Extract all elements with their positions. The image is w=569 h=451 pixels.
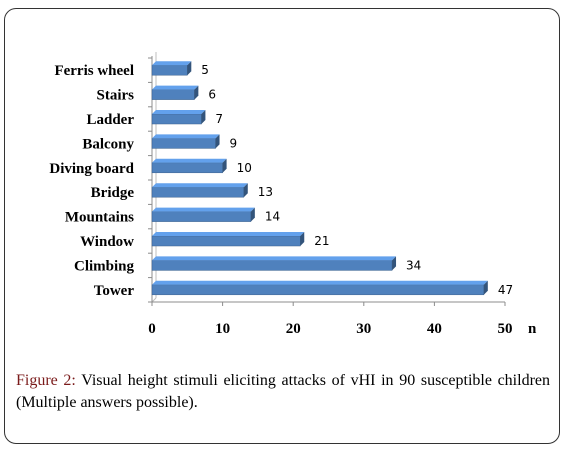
- category-label: Mountains: [65, 210, 134, 226]
- category-label: Ladder: [86, 112, 134, 128]
- bar-end-face: [215, 134, 220, 149]
- category-label: Stairs: [97, 88, 135, 104]
- bar: [151, 64, 188, 76]
- category-label: Ferris wheel: [54, 63, 134, 79]
- bar: [151, 235, 301, 247]
- x-tick-label: 20: [286, 321, 301, 337]
- value-label: 5: [201, 63, 209, 77]
- bar-end-face: [483, 280, 488, 295]
- bar-end-face: [194, 85, 199, 100]
- value-label: 14: [265, 210, 280, 224]
- category-label: Climbing: [74, 258, 135, 274]
- bar-end-face: [243, 183, 248, 198]
- figure-caption-text: Visual height stimuli eliciting attacks …: [16, 372, 550, 411]
- bar: [151, 113, 202, 125]
- x-tick-label: 50: [498, 321, 513, 337]
- bar-end-face: [187, 61, 192, 76]
- value-label: 7: [215, 112, 223, 126]
- bar-top-face: [152, 85, 199, 90]
- category-label: Balcony: [82, 136, 134, 152]
- value-label: 21: [314, 234, 329, 248]
- bar-end-face: [201, 110, 206, 124]
- bar-top-face: [152, 61, 192, 66]
- category-label: Bridge: [91, 185, 135, 201]
- value-label: 34: [406, 258, 421, 272]
- value-label: 9: [230, 136, 238, 150]
- bar: [151, 284, 485, 296]
- bar-end-face: [250, 207, 255, 222]
- bar-top-face: [152, 232, 305, 236]
- bar: [151, 186, 245, 198]
- value-label: 13: [258, 185, 273, 199]
- bar: [151, 260, 393, 271]
- x-tick-label: 30: [356, 321, 371, 337]
- category-label: Tower: [94, 283, 135, 299]
- bar: [151, 138, 216, 149]
- figure-caption-label: Figure 2:: [16, 372, 76, 389]
- bar: [151, 162, 223, 174]
- x-tick-label: 0: [148, 321, 156, 337]
- value-label: 47: [498, 283, 513, 297]
- bar-top-face: [152, 183, 248, 188]
- bar-top-face: [152, 256, 397, 261]
- bar-top-face: [152, 134, 220, 139]
- bar-top-face: [152, 207, 255, 212]
- figure-frame: [4, 8, 560, 444]
- category-label: Window: [80, 234, 134, 250]
- chart-bars: [151, 61, 488, 296]
- bar-top-face: [152, 158, 227, 163]
- x-axis-unit-label: n: [528, 321, 537, 337]
- bar-chart: 0 10 20 30 40 50 Ferris wheel 5 Stairs 6 Ladder 7 Ba…: [49, 52, 537, 337]
- x-tick-label: 10: [215, 321, 230, 337]
- bar-top-face: [152, 110, 206, 114]
- bar: [151, 211, 252, 222]
- bar-end-face: [392, 256, 397, 271]
- bar-end-face: [222, 158, 227, 173]
- value-label: 6: [208, 88, 216, 102]
- chart-labels: 0 10 20 30 40 50 Ferris wheel 5 Stairs 6 Ladder 7 Ba…: [49, 63, 513, 337]
- category-label: Diving board: [49, 161, 134, 177]
- bar-end-face: [300, 232, 305, 246]
- axis-depth-line: [151, 297, 157, 303]
- figure-caption: Figure 2: Visual height stimuli elicitin…: [16, 370, 550, 414]
- bar-top-face: [152, 280, 488, 285]
- x-tick-label: 40: [427, 321, 442, 337]
- bar: [151, 89, 195, 100]
- value-label: 10: [237, 161, 252, 175]
